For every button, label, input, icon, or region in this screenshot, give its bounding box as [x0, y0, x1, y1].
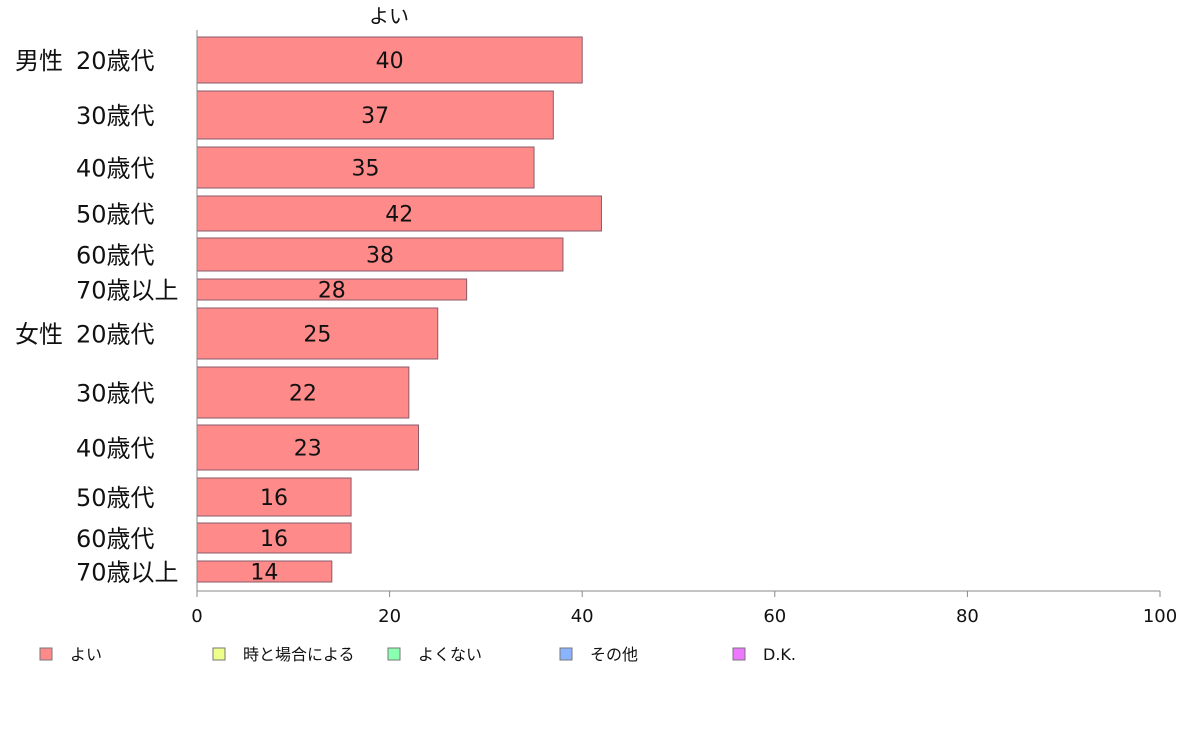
category-label: 40歳代: [76, 155, 155, 183]
legend-label: よい: [70, 645, 102, 664]
bar: [196, 307, 439, 360]
data-label: 40: [376, 49, 404, 74]
data-label: 14: [250, 561, 278, 586]
category-label: 50歳代: [76, 484, 155, 512]
x-tick-label: 20: [378, 606, 401, 627]
bar: [196, 366, 410, 419]
x-tick-label: 40: [571, 606, 594, 627]
bar: [196, 237, 564, 272]
category-label: 20歳代: [76, 47, 155, 75]
group-label: 女性: [15, 321, 63, 349]
x-tick-label: 60: [763, 606, 786, 627]
x-tick-label: 100: [1143, 606, 1177, 627]
x-tick-label: 0: [191, 606, 202, 627]
data-label: 28: [318, 279, 346, 304]
data-label: 23: [294, 437, 322, 462]
bar: [196, 36, 583, 84]
legend-swatch: [212, 647, 226, 661]
legend-swatch: [559, 647, 573, 661]
data-label: 38: [366, 244, 394, 269]
x-axis: 0 20 40 60 80 100: [191, 30, 1177, 627]
category-label: 40歳代: [76, 435, 155, 463]
data-label: 37: [361, 104, 389, 129]
data-label: 22: [289, 382, 317, 407]
category-label: 50歳代: [76, 201, 155, 229]
legend-label: よくない: [418, 645, 482, 664]
category-label: 70歳以上: [76, 559, 179, 587]
bar: [196, 146, 535, 189]
group-label: 男性: [15, 47, 63, 75]
data-label: 25: [303, 323, 331, 348]
category-label: 30歳代: [76, 102, 155, 130]
category-label: 60歳代: [76, 525, 155, 553]
x-tick-label: 80: [956, 606, 979, 627]
bar: [196, 195, 602, 232]
legend-label: 時と場合による: [243, 645, 355, 664]
category-label: 30歳代: [76, 380, 155, 408]
category-label: 60歳代: [76, 242, 155, 270]
category-label: 20歳代: [76, 321, 155, 349]
data-label: 35: [352, 157, 380, 182]
category-label: 70歳以上: [76, 277, 179, 305]
legend-swatch: [732, 647, 746, 661]
legend-swatch: [39, 647, 53, 661]
bar: [196, 90, 554, 140]
legend-label: D.K.: [763, 645, 796, 664]
legend-swatch: [387, 647, 401, 661]
bars-layer: 4020歳代男性3730歳代3540歳代4250歳代3860歳代2870歳以上2…: [15, 36, 602, 587]
chart-title: よい: [369, 4, 409, 28]
legend: よい 時と場合による よくない その他 D.K.: [39, 645, 796, 664]
legend-label: その他: [590, 645, 638, 664]
data-label: 42: [385, 203, 413, 228]
data-label: 16: [260, 527, 288, 552]
data-label: 16: [260, 486, 288, 511]
